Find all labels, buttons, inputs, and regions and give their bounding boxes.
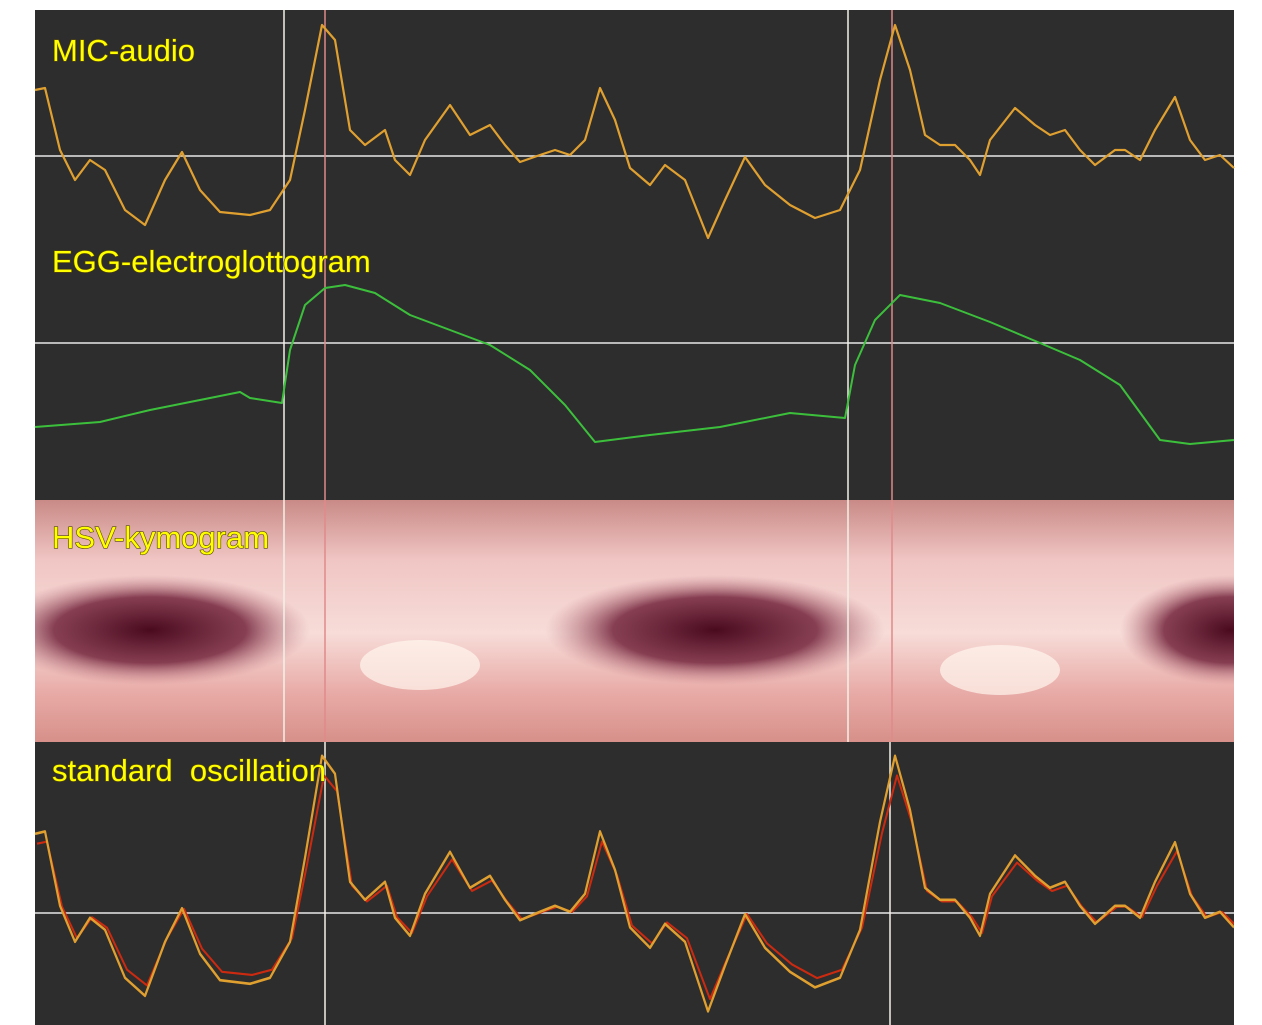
panel-label: EGG-electroglottogram [52,244,371,279]
panel-label: HSV-kymogram [52,520,269,555]
page: MIC-audio EGG-electroglottogram HSV-kymo… [0,0,1262,1025]
panel-label: standard oscillation [52,753,326,788]
panel-label: MIC-audio [52,33,195,68]
figure: MIC-audio EGG-electroglottogram HSV-kymo… [0,0,1262,1025]
